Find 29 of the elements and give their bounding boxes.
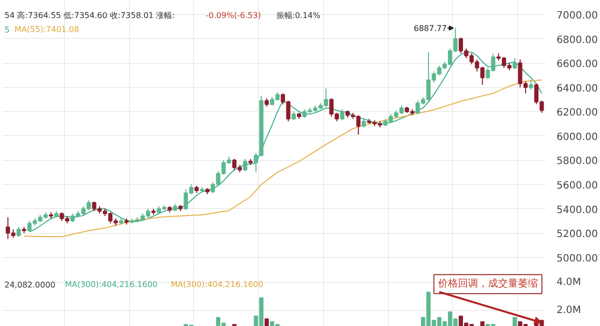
annotation: MA(300):404,216.1600	[170, 280, 264, 289]
candlestick	[512, 58, 517, 70]
annotation: -0.09%(-6.53)	[206, 11, 261, 20]
y-tick-label: 7000.00	[556, 10, 598, 22]
y-tick-label: 5400.00	[556, 204, 598, 216]
y-tick-label: 2.0M	[556, 304, 582, 316]
y-tick-label: 5800.00	[556, 156, 598, 168]
line-series	[28, 52, 542, 232]
y-tick-label: 6800.00	[556, 34, 598, 46]
y-tick-label: 6000.00	[556, 132, 598, 143]
annotation: 5	[4, 26, 10, 34]
y-tick-label: 6400.00	[556, 83, 598, 94]
y-tick-label: 4.0M	[556, 276, 582, 288]
annotation: MA(55):7401.08	[14, 25, 80, 34]
annotation: 24,082.0000	[4, 280, 56, 290]
candlestick	[16, 226, 21, 238]
annotation: 6887.77	[414, 24, 447, 34]
annotation: 价格回调，成交量萎缩	[436, 278, 538, 290]
annotation: 54 高:7364.55 低:7354.60 收:7358.01 涨幅:	[4, 11, 175, 20]
y-tick-label: 5200.00	[556, 229, 598, 240]
y-tick-label: 5600.00	[556, 180, 598, 192]
candlestick	[340, 108, 344, 121]
candlestick	[243, 158, 248, 172]
annotation: MA(300):404,216.1600	[64, 280, 158, 289]
y-tick-label: 6200.00	[556, 108, 598, 119]
y-tick-label: 6600.00	[556, 59, 598, 70]
candlestick	[528, 80, 534, 90]
annotation: 振幅:0.14%	[276, 11, 321, 20]
y-tick-label: 5000.00	[556, 253, 598, 264]
